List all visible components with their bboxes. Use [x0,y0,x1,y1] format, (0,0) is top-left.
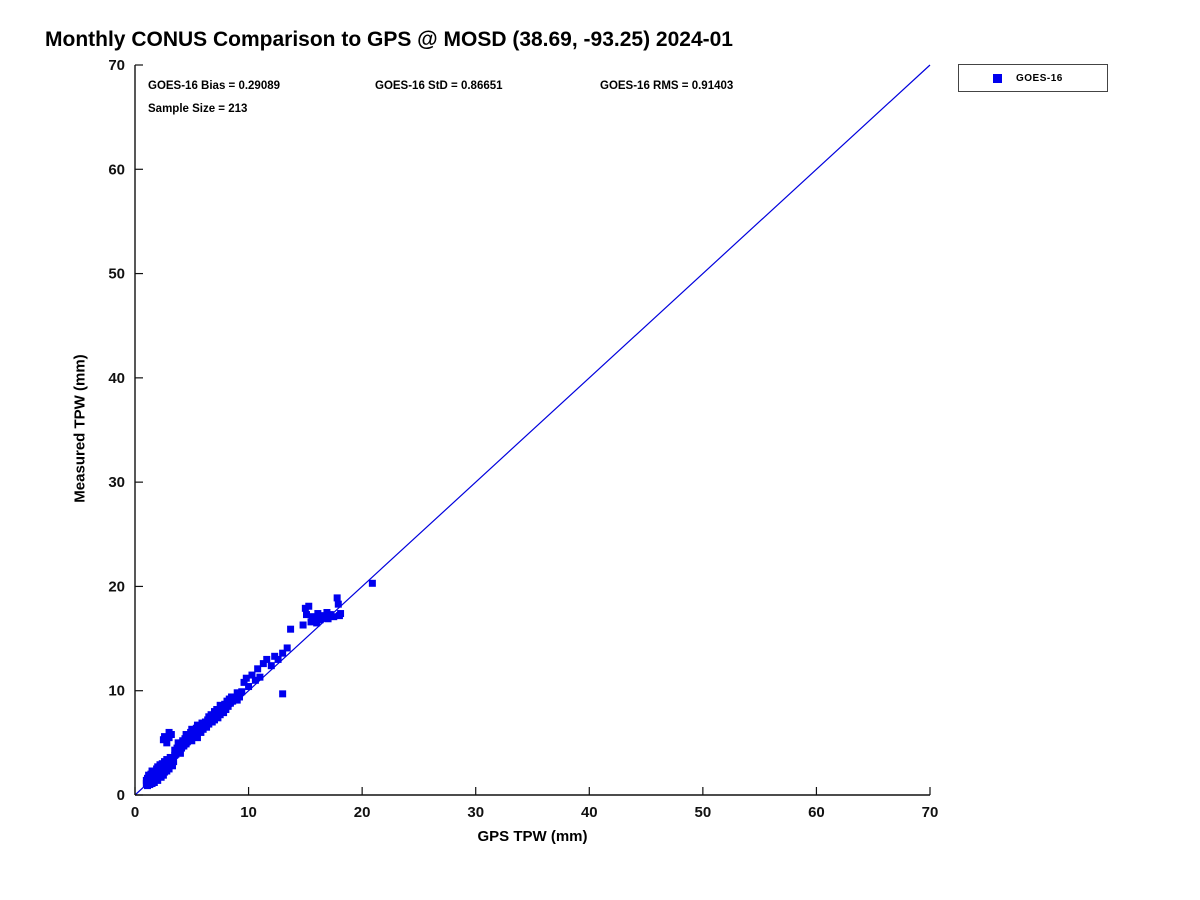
scatter-point [256,673,264,681]
y-tick-label: 50 [108,266,125,283]
scatter-point [161,733,169,741]
scatter-point [287,625,295,633]
x-tick-label: 0 [131,804,139,821]
x-axis-label: GPS TPW (mm) [477,828,588,845]
identity-line [134,64,931,796]
scatter-point [235,693,243,701]
scatter-point [279,690,287,698]
y-tick-label: 40 [108,370,125,387]
scatter-point [267,662,275,670]
x-tick-label: 60 [808,804,825,821]
x-tick-label: 20 [354,804,371,821]
chart-title: Monthly CONUS Comparison to GPS @ MOSD (… [45,28,733,51]
y-tick-label: 60 [108,161,125,178]
scatter-point [302,611,310,619]
stat-std: GOES-16 StD = 0.86651 [375,80,503,92]
stat-sample-size: Sample Size = 213 [148,103,248,115]
scatter-point [167,731,175,739]
scatter-point [333,594,341,602]
scatter-point [176,749,184,757]
scatter-point [316,616,324,624]
scatter-point [274,655,282,663]
y-axis-label: Measured TPW (mm) [71,354,89,503]
x-tick-label: 50 [695,804,712,821]
scatter-point [310,615,318,623]
scatter-point [238,688,246,696]
x-tick-label: 70 [922,804,939,821]
scatter-point [242,674,250,682]
scatter-point [263,655,271,663]
y-tick-label: 10 [108,683,125,700]
scatter-point [283,644,291,652]
legend-entry-label: GOES-16 [1016,72,1063,84]
scatter-point [163,739,171,747]
scatter-point [170,758,178,766]
scatter-point [245,683,253,691]
scatter-point [337,610,345,618]
scatter-point [168,762,176,770]
scatter-point [334,600,342,608]
scatter-point [314,610,322,618]
scatter-point [251,676,259,684]
y-tick-label: 0 [117,787,125,804]
stat-bias: GOES-16 Bias = 0.29089 [148,80,281,92]
scatter-point [248,671,256,679]
scatter-point [254,665,262,673]
scatter-point [330,613,338,621]
y-tick-label: 30 [108,474,125,491]
scatter-point [324,615,332,623]
stat-rms: GOES-16 RMS = 0.91403 [600,80,734,92]
y-tick-label: 20 [108,578,125,595]
scatter-point [233,689,241,697]
scatter-point [188,737,196,745]
y-tick-label: 70 [108,57,125,74]
x-tick-label: 30 [467,804,484,821]
scatter-point [305,602,313,610]
scatter-point [193,734,201,742]
scatter-point [240,678,248,686]
scatter-point [259,660,267,668]
scatter-point [299,621,307,629]
legend-marker-icon [993,73,1002,83]
scatter-point [368,579,376,587]
scatter-point [279,649,287,657]
x-tick-label: 40 [581,804,598,821]
legend-box: GOES-16 [958,64,1108,92]
x-tick-label: 10 [240,804,257,821]
